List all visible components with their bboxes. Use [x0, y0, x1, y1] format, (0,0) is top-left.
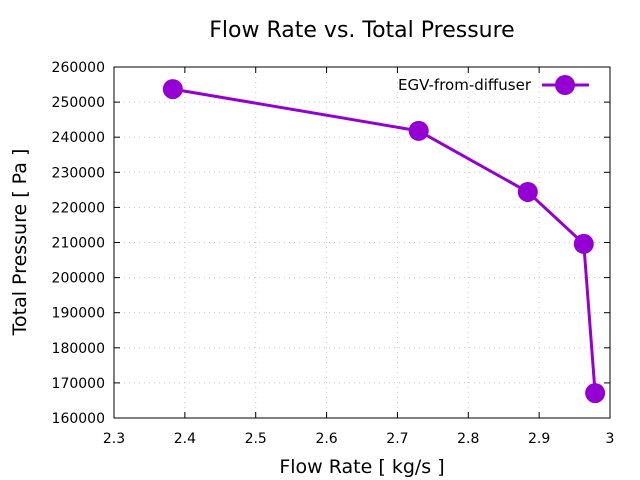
x-tick-label: 2.8	[457, 431, 479, 447]
y-tick-label: 170000	[52, 376, 105, 392]
data-point	[573, 233, 594, 254]
y-tick-label: 250000	[52, 95, 105, 111]
y-tick-label: 160000	[52, 411, 105, 427]
data-point	[162, 79, 183, 100]
legend: EGV-from-diffuser	[398, 75, 589, 95]
series-line	[172, 87, 597, 394]
x-axis-label: Flow Rate [ kg/s ]	[279, 456, 444, 478]
y-tick-label: 190000	[52, 306, 105, 322]
legend-label: EGV-from-diffuser	[398, 76, 532, 94]
x-tick-label: 2.4	[174, 431, 196, 447]
plot-frame	[113, 66, 611, 419]
x-tick-label: 2.7	[386, 431, 408, 447]
chart-title: Flow Rate vs. Total Pressure	[209, 18, 514, 43]
series	[162, 79, 606, 404]
data-point	[585, 383, 606, 404]
y-tick-label: 260000	[52, 60, 105, 76]
legend-marker	[555, 75, 575, 95]
x-tick-label: 2.9	[528, 431, 550, 447]
y-tick-label: 200000	[52, 271, 105, 287]
y-tick-label: 180000	[52, 341, 105, 357]
y-tick-label: 230000	[52, 165, 105, 181]
x-tick-label: 3	[606, 431, 615, 447]
x-tick-label: 2.3	[103, 431, 125, 447]
y-tick-label: 220000	[52, 200, 105, 216]
grid	[114, 67, 610, 418]
data-point	[408, 120, 429, 141]
y-tick-label: 210000	[52, 236, 105, 252]
axes	[113, 66, 611, 419]
x-tick-label: 2.5	[245, 431, 267, 447]
y-axis-label: Total Pressure [ Pa ]	[9, 149, 31, 337]
ticks: 2.3 2.4 2.5 2.6 2.7 2.8 2.9 3 160000 170000 180000…	[52, 60, 615, 447]
x-tick-label: 2.6	[315, 431, 337, 447]
y-tick-label: 240000	[52, 130, 105, 146]
data-point	[517, 181, 538, 202]
